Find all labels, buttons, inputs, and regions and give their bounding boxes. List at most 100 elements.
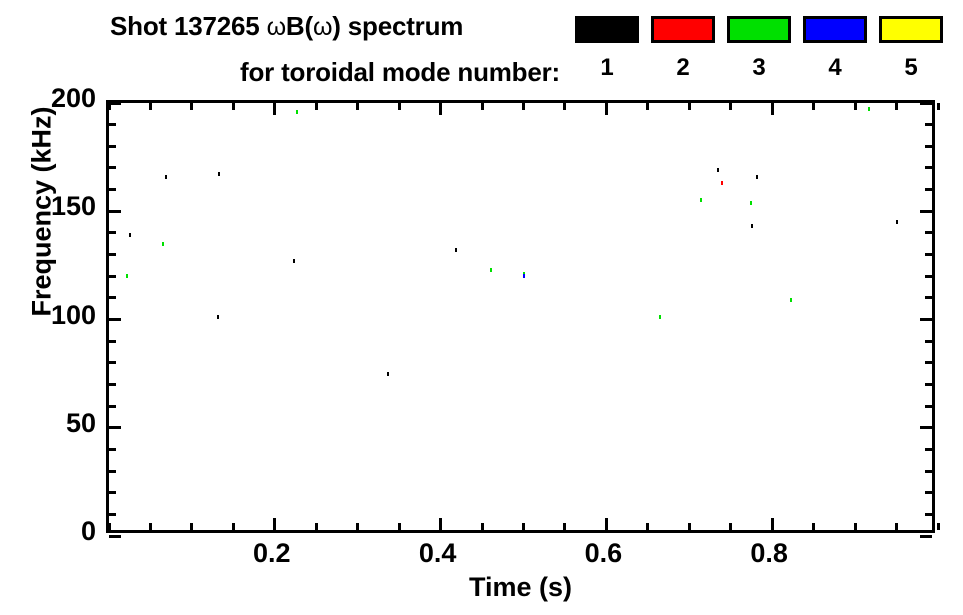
x-tick-0.85 (812, 523, 816, 530)
data-point-n3 (790, 298, 793, 302)
x-tick-top-0.90 (853, 103, 857, 110)
title-prefix: Shot 137265 (110, 11, 267, 41)
x-tick-label-0.6: 0.6 (584, 538, 623, 568)
x-tick-top-0.95 (895, 103, 899, 110)
page-subtitle: for toroidal mode number: (239, 57, 560, 87)
y-tick-right-110 (925, 296, 932, 300)
legend-swatch-5 (879, 16, 943, 43)
x-tick-top-0.75 (729, 103, 733, 110)
y-tick-right-140 (925, 231, 932, 235)
x-tick-top-0.50 (522, 103, 525, 110)
y-tick-label-200: 200 (50, 83, 96, 113)
y-tick-label-100: 100 (50, 299, 96, 330)
y-tick-150 (109, 209, 121, 213)
y-tick-20 (109, 491, 116, 495)
data-point-n1 (128, 233, 131, 238)
x-tick-0.95 (895, 523, 899, 530)
data-point-n1 (217, 315, 220, 320)
data-point-n1 (292, 259, 295, 264)
y-tick-right-100 (920, 318, 932, 321)
y-tick-140 (109, 231, 116, 235)
x-axis-label: Time (s) (468, 572, 573, 602)
x-tick-0.70 (687, 523, 691, 530)
y-axis-label: Frequency (kHz) (26, 106, 57, 317)
title-mid: B( (285, 11, 313, 41)
y-tick-right-130 (925, 253, 932, 257)
x-tick-top-0.20 (273, 103, 277, 115)
data-point-n3 (126, 274, 129, 279)
y-tick-label-150: 150 (50, 191, 96, 222)
page-title: Shot 137265 ωB(ω) spectrum (110, 11, 463, 42)
data-point-n1 (717, 168, 720, 173)
y-tick-right-30 (925, 469, 932, 473)
legend-label-4: 4 (828, 54, 842, 81)
legend-label-5: 5 (904, 54, 918, 81)
y-tick-50 (109, 426, 121, 430)
data-point-n1 (165, 174, 168, 179)
y-tick-170 (109, 166, 116, 170)
data-point-n1 (756, 174, 759, 179)
x-tick-0.10 (190, 523, 194, 530)
data-point-n3 (868, 107, 871, 112)
y-tick-160 (109, 188, 116, 192)
y-tick-right-170 (925, 166, 932, 170)
data-point-n3 (522, 272, 525, 277)
y-tick-label-0: 0 (80, 516, 96, 546)
legend-swatch-3 (727, 16, 791, 43)
x-tick-top-0.65 (646, 103, 650, 110)
y-tick-0 (109, 534, 121, 538)
data-point-n3 (659, 315, 662, 320)
data-point-n1 (751, 224, 754, 229)
y-tick-right-90 (925, 339, 932, 343)
legend-label-3: 3 (752, 54, 766, 81)
data-point-n4 (522, 274, 525, 279)
x-tick-0.90 (853, 523, 857, 530)
y-tick-10 (109, 512, 116, 516)
x-tick-label-0.2: 0.2 (253, 538, 291, 568)
legend-label-1: 1 (600, 54, 614, 81)
x-tick-label-0.8: 0.8 (750, 538, 788, 568)
y-tick-right-60 (925, 404, 932, 408)
x-tick-0.65 (646, 523, 650, 530)
omega-symbol-2: ω (312, 13, 333, 41)
x-tick-top-0.00 (107, 103, 111, 110)
x-tick-top-0.30 (356, 103, 360, 110)
title-suffix: ) spectrum (332, 11, 464, 41)
y-tick-label-50: 50 (65, 407, 96, 438)
plot-area (106, 100, 940, 538)
x-tick-0.30 (356, 523, 360, 530)
y-tick-right-10 (925, 512, 932, 516)
legend: 1 2 3 4 5 (575, 10, 955, 90)
x-tick-0.60 (604, 518, 608, 530)
x-tick-0.00 (107, 523, 111, 530)
x-tick-top-0.85 (812, 103, 816, 110)
y-tick-180 (109, 144, 116, 148)
x-tick-top-0.45 (480, 103, 484, 110)
x-tick-top-0.80 (770, 103, 774, 115)
figure-title-block: Shot 137265 ωB(ω) spectrum for toroidal … (0, 6, 963, 92)
x-tick-top-0.25 (314, 103, 318, 110)
y-tick-right-40 (925, 447, 932, 451)
data-points-layer (109, 103, 932, 530)
y-tick-130 (109, 253, 116, 257)
x-tick-0.75 (729, 523, 733, 530)
data-point-n2 (720, 181, 723, 186)
x-tick-top-0.10 (190, 103, 194, 110)
y-tick-200 (109, 101, 121, 105)
x-tick-0.40 (439, 518, 443, 530)
x-tick-top-1.00 (936, 103, 940, 110)
legend-swatch-1 (575, 16, 639, 43)
x-tick-top-0.70 (687, 103, 691, 110)
x-tick-1.00 (936, 523, 940, 530)
y-tick-right-80 (925, 361, 932, 365)
y-tick-120 (109, 274, 116, 278)
x-tick-top-0.05 (148, 103, 152, 110)
data-point-n3 (296, 109, 299, 114)
y-tick-right-50 (920, 426, 932, 430)
data-point-n1 (454, 248, 457, 253)
omega-symbol-1: ω (266, 13, 287, 41)
data-point-n3 (749, 200, 752, 205)
x-tick-top-0.35 (397, 103, 401, 110)
x-tick-0.20 (273, 518, 277, 530)
